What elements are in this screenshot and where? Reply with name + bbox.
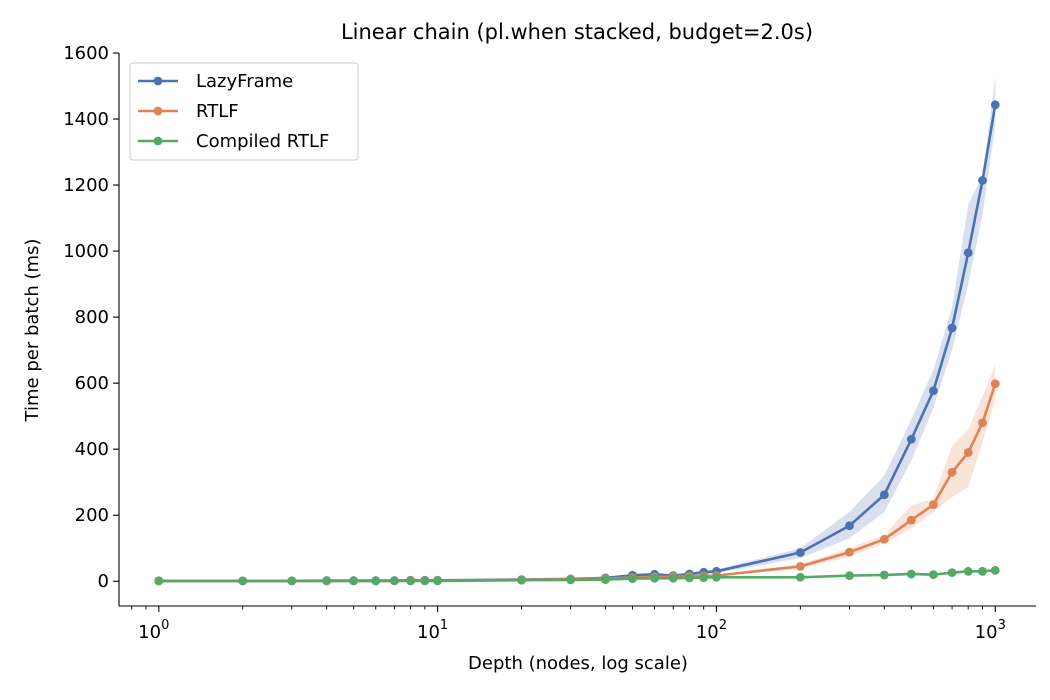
x-tick-exponent: 3 bbox=[998, 618, 1006, 633]
compiled-rtlf-point bbox=[238, 576, 248, 586]
series-points bbox=[154, 100, 1000, 586]
y-axis-label: Time per batch (ms) bbox=[22, 239, 43, 423]
y-tick-label: 800 bbox=[75, 307, 109, 328]
compiled-rtlf-point bbox=[154, 576, 164, 586]
legend-marker-rtlf bbox=[153, 106, 163, 116]
rtlf-point bbox=[879, 534, 889, 544]
x-tick-base: 10 bbox=[417, 622, 440, 643]
compiled-rtlf-point bbox=[322, 576, 332, 586]
compiled-rtlf-point bbox=[963, 566, 973, 576]
legend: LazyFrame RTLF Compiled RTLF bbox=[129, 62, 359, 161]
x-tick-exponent: 1 bbox=[440, 618, 448, 633]
x-ticks: 100 101 102 103 bbox=[131, 606, 1006, 643]
rtlf-point bbox=[906, 515, 916, 525]
x-tick-exponent: 0 bbox=[161, 618, 169, 633]
compiled-rtlf-point bbox=[601, 575, 610, 584]
compiled-rtlf-point bbox=[650, 573, 659, 583]
legend-marker-compiled-rtlf bbox=[153, 136, 163, 146]
series-lines bbox=[158, 104, 997, 583]
y-tick-label: 1000 bbox=[63, 241, 109, 262]
rtlf-line bbox=[158, 383, 997, 583]
rtlf-point bbox=[795, 561, 805, 571]
lazyframe-point bbox=[947, 323, 957, 333]
compiled-rtlf-point bbox=[699, 573, 709, 583]
compiled-rtlf-point bbox=[406, 576, 415, 586]
lazyframe-point bbox=[906, 434, 916, 444]
y-tick-label: 400 bbox=[75, 439, 109, 460]
y-tick-label: 200 bbox=[75, 505, 109, 526]
compiled-rtlf-point bbox=[685, 573, 694, 583]
y-tick-label: 1400 bbox=[63, 109, 109, 130]
compiled-rtlf-point bbox=[517, 575, 526, 585]
compiled-rtlf-point bbox=[947, 568, 957, 578]
compiled-rtlf-point bbox=[879, 570, 889, 580]
x-tick-label: 102 bbox=[696, 618, 727, 643]
compiled-rtlf-point bbox=[845, 571, 854, 581]
x-tick-label: 100 bbox=[138, 618, 169, 643]
x-tick-base: 10 bbox=[975, 622, 998, 643]
rtlf-point bbox=[845, 547, 854, 557]
compiled-rtlf-point bbox=[928, 570, 938, 580]
chart-title: Linear chain (pl.when stacked, budget=2.… bbox=[341, 20, 813, 44]
compiled-rtlf-point bbox=[420, 576, 430, 586]
axes bbox=[118, 53, 1036, 607]
rtlf-band bbox=[158, 364, 996, 581]
compiled-rtlf-point bbox=[566, 575, 576, 585]
compiled-rtlf-point bbox=[628, 574, 637, 583]
x-axis-label: Depth (nodes, log scale) bbox=[468, 653, 688, 674]
lazyframe-point bbox=[795, 548, 805, 557]
lazyframe-point bbox=[928, 386, 938, 396]
legend-marker-lazyframe bbox=[153, 76, 163, 86]
legend-frame bbox=[129, 62, 359, 161]
compiled-rtlf-point bbox=[795, 572, 805, 582]
legend-label-lazyframe: LazyFrame bbox=[196, 71, 293, 92]
lazyframe-point bbox=[963, 248, 973, 258]
legend-label-rtlf: RTLF bbox=[196, 101, 239, 122]
compiled-rtlf-point bbox=[990, 565, 1000, 575]
y-ticks: 0 200 400 600 800 1000 1200 1400 1600 bbox=[63, 43, 119, 592]
legend-label-compiled-rtlf: Compiled RTLF bbox=[196, 131, 329, 152]
compiled-rtlf-point bbox=[371, 576, 381, 586]
compiled-rtlf-point bbox=[668, 573, 678, 583]
rtlf-point bbox=[963, 448, 973, 457]
y-tick-label: 1200 bbox=[63, 175, 109, 196]
compiled-rtlf-point bbox=[978, 566, 987, 576]
y-tick-label: 1600 bbox=[63, 43, 109, 64]
lazyframe-point bbox=[845, 521, 854, 531]
x-tick-base: 10 bbox=[696, 622, 719, 643]
compiled-rtlf-point bbox=[433, 576, 443, 586]
compiled-rtlf-point bbox=[287, 576, 297, 586]
rtlf-point bbox=[978, 418, 987, 428]
y-tick-label: 0 bbox=[98, 571, 109, 592]
compiled-rtlf-line bbox=[158, 569, 996, 583]
lazyframe-point bbox=[879, 490, 889, 500]
x-tick-label: 103 bbox=[975, 618, 1006, 643]
rtlf-point bbox=[947, 467, 957, 477]
compiled-rtlf-point bbox=[712, 572, 721, 582]
lazyframe-point bbox=[978, 176, 987, 185]
compiled-rtlf-point bbox=[390, 576, 399, 586]
rtlf-point bbox=[928, 500, 938, 510]
x-tick-base: 10 bbox=[138, 622, 161, 643]
x-tick-exponent: 2 bbox=[719, 618, 727, 633]
compiled-rtlf-point bbox=[906, 569, 916, 579]
x-tick-label: 101 bbox=[417, 618, 448, 643]
rtlf-point bbox=[990, 379, 1000, 389]
y-tick-label: 600 bbox=[75, 373, 109, 394]
compiled-rtlf-point bbox=[349, 576, 359, 586]
lazyframe-point bbox=[990, 100, 1000, 110]
